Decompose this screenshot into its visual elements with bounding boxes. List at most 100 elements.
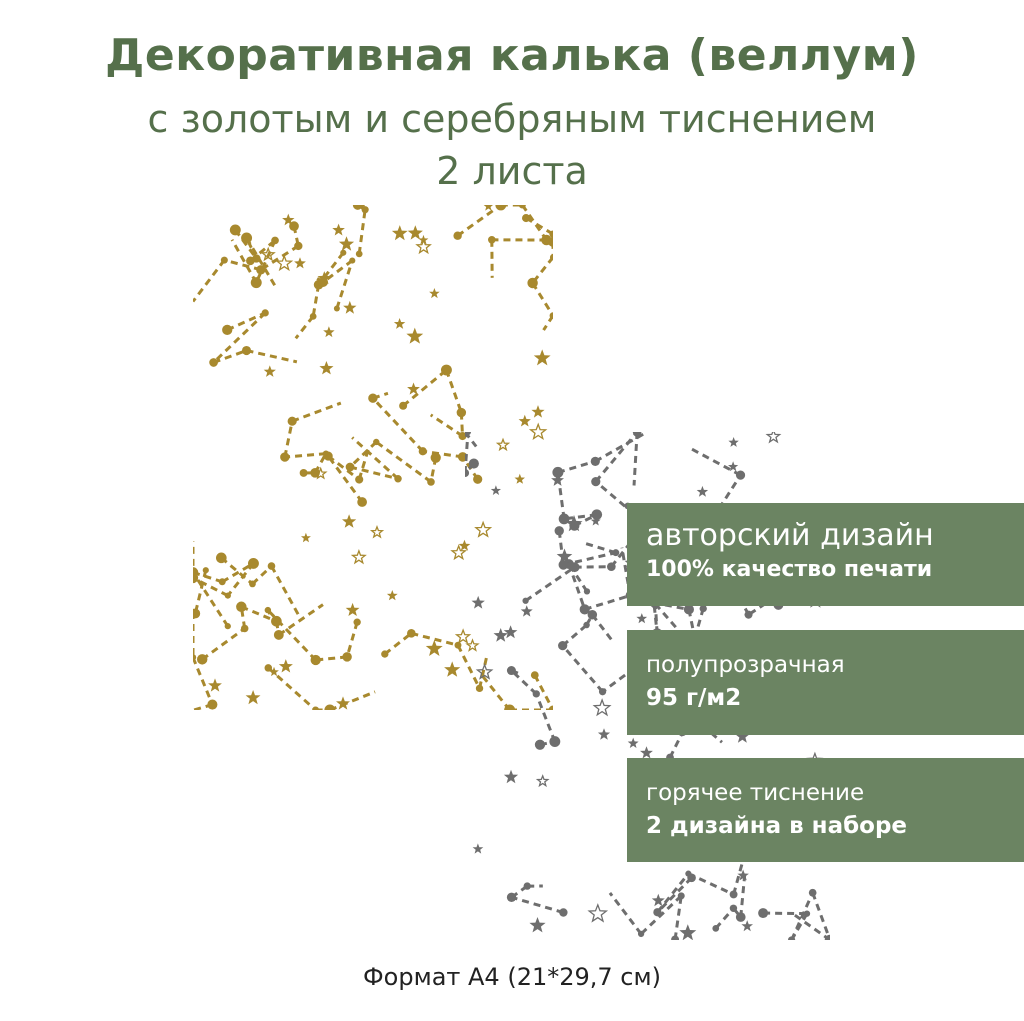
constellation-line [402,368,448,407]
star-dot [506,892,517,902]
star-dot [323,451,333,461]
star-dot [352,205,363,210]
star-icon [406,327,424,344]
star-icon [386,590,398,601]
constellation-line [422,449,463,459]
constellation-line [267,666,317,710]
star-icon [529,917,546,933]
feature-line2: 100% качество печати [646,557,933,582]
star-dot [671,935,680,940]
star-icon [319,361,334,375]
constellation-line [610,542,631,568]
star-dot [309,312,317,320]
constellation-line [311,284,321,317]
star-dot [209,358,218,367]
star-dot [224,592,231,599]
star-dot [534,739,546,750]
feature-line1: полупрозрачная [646,652,845,678]
star-icon [323,326,335,338]
star-icon [317,271,332,284]
star-icon [260,246,276,262]
star-dot [250,277,262,289]
star-icon [313,466,328,480]
feature-line1: авторский дизайн [646,518,934,553]
star-dot [427,478,435,486]
star-icon [343,300,357,314]
constellation-line [533,674,553,710]
constellation-line [429,413,464,438]
constellation-line [656,872,690,914]
star-dot [583,621,590,629]
star-icon [636,613,648,624]
star-icon [472,843,484,854]
feature-line2: 95 г/м2 [646,685,742,711]
constellation-line [201,627,246,661]
constellation-line [270,565,302,620]
star-dot [193,654,197,661]
star-icon [350,549,367,565]
star-dot [215,552,227,564]
star-icon [741,920,753,932]
star-icon [407,225,423,240]
star-dot [735,912,746,922]
star-icon [531,405,545,418]
star-icon [503,769,519,784]
star-dot [299,469,308,477]
star-dot [504,704,516,710]
star-icon [263,365,276,377]
constellation-line [220,556,254,586]
constellation-line [591,613,615,643]
star-dot [333,305,340,312]
constellation-line [480,673,511,710]
constellation-line [632,432,639,486]
star-icon [407,382,420,395]
feature-box-design: авторский дизайн 100% качество печати [627,503,1024,606]
star-icon [391,225,408,241]
star-dot [222,324,233,336]
star-dot [229,224,241,236]
constellation-line [193,259,226,303]
star-icon [332,223,345,236]
constellation-line [349,465,399,481]
star-dot [264,606,272,614]
star-dot [699,604,707,613]
constellation-line [714,907,735,930]
feature-box-embossing: горячее тиснение 2 дизайна в наборе [627,758,1024,862]
constellation-line [371,397,424,453]
star-dot [342,652,352,662]
star-icon [483,205,493,211]
star-dot [271,236,279,245]
star-icon [556,548,573,564]
constellation-line [581,541,617,555]
constellation-line [277,603,324,637]
constellation-line [811,892,830,940]
star-dot [241,232,253,244]
star-icon [345,602,360,616]
constellation-line [445,369,463,414]
star-dot [532,690,540,698]
star-dot [273,629,284,640]
star-icon [528,422,548,440]
star-dot [218,578,226,586]
constellation-line [563,551,617,567]
star-dot [465,468,470,478]
constellation-line [410,631,459,647]
star-dot [241,345,252,356]
star-dot [554,526,564,536]
star-dot [430,452,441,463]
star-icon [679,924,697,940]
constellation-line [226,311,266,332]
constellation-line [656,876,693,914]
star-dot [197,654,208,665]
star-dot [247,557,259,569]
star-dot [256,265,266,275]
star-dot [735,470,746,480]
feature-line2: 2 дизайна в наборе [646,813,908,839]
constellation-line [322,259,354,284]
star-icon [735,729,750,743]
star-icon [651,893,665,907]
star-icon [465,638,480,652]
sheet-count: 2 листа [436,149,588,193]
star-dot [541,234,552,246]
star-icon [393,318,406,329]
